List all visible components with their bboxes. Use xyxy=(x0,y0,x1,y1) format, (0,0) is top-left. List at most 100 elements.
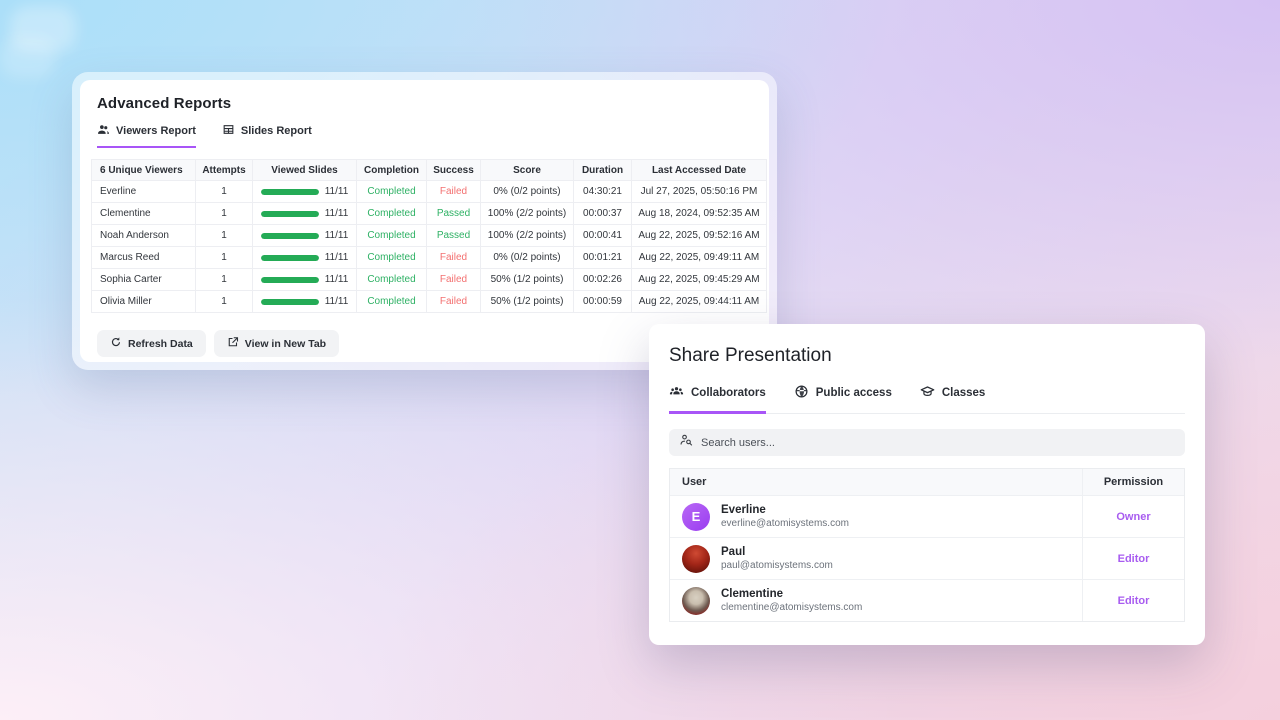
score: 50% (1/2 points) xyxy=(480,290,574,313)
background-highlight-blob xyxy=(10,6,76,52)
duration: 00:00:37 xyxy=(573,202,632,225)
attempts: 1 xyxy=(195,290,253,313)
slides-count: 11/11 xyxy=(324,186,349,197)
table-row: Everline 1 11/11 Completed Failed 0% (0/… xyxy=(91,180,767,203)
attempts: 1 xyxy=(195,246,253,269)
button-label: View in New Tab xyxy=(244,337,327,350)
viewer-name: Olivia Miller xyxy=(91,290,196,313)
progress-bar xyxy=(260,232,319,239)
tab-label: Slides Report xyxy=(240,125,312,137)
permission-dropdown[interactable]: Owner xyxy=(1116,510,1151,523)
slides-count: 11/11 xyxy=(324,230,349,241)
people-icon xyxy=(97,123,110,139)
user-email: everline@atomisystems.com xyxy=(721,518,849,529)
reports-actions: Refresh Data View in New Tab xyxy=(97,330,758,357)
refresh-icon xyxy=(110,336,122,351)
search-users-input[interactable] xyxy=(701,436,1175,449)
table-row: Clementine 1 11/11 Completed Passed 100%… xyxy=(91,202,767,225)
group-icon xyxy=(669,384,684,402)
col-score: Score xyxy=(480,159,574,181)
col-viewed-slides: Viewed Slides xyxy=(252,159,357,181)
avatar xyxy=(682,544,710,573)
col-completion: Completion xyxy=(356,159,427,181)
viewer-name: Noah Anderson xyxy=(91,224,196,247)
slides-count: 11/11 xyxy=(324,208,349,219)
tab-label: Classes xyxy=(941,387,986,399)
col-user: User xyxy=(682,476,707,488)
reports-tabs: Viewers Report Slides Report xyxy=(97,123,758,148)
globe-icon xyxy=(794,384,809,402)
slides-count: 11/11 xyxy=(324,296,349,307)
refresh-data-button[interactable]: Refresh Data xyxy=(97,330,206,357)
permission-dropdown[interactable]: Editor xyxy=(1117,594,1150,607)
progress-bar xyxy=(260,298,319,305)
progress-bar xyxy=(260,210,319,217)
advanced-reports-panel: Advanced Reports Viewers Report Slides R… xyxy=(72,72,777,370)
user-name: Clementine xyxy=(721,588,783,600)
last-accessed-date: Aug 22, 2025, 09:45:29 AM xyxy=(631,268,767,291)
tab-classes[interactable]: Classes xyxy=(920,384,985,414)
share-panel-title: Share Presentation xyxy=(669,345,832,366)
tab-collaborators[interactable]: Collaborators xyxy=(669,384,766,414)
advanced-reports-card: Advanced Reports Viewers Report Slides R… xyxy=(80,80,769,362)
button-label: Refresh Data xyxy=(128,337,193,350)
graduation-cap-icon xyxy=(920,384,935,402)
completion-status: Completed xyxy=(356,290,427,313)
success-status: Failed xyxy=(426,246,481,269)
last-accessed-date: Aug 22, 2025, 09:49:11 AM xyxy=(631,246,767,269)
reports-panel-title: Advanced Reports xyxy=(97,95,232,112)
col-permission: Permission xyxy=(1082,469,1184,495)
viewed-slides-cell: 11/11 xyxy=(252,202,357,225)
table-row: Marcus Reed 1 11/11 Completed Failed 0% … xyxy=(91,246,767,269)
completion-status: Completed xyxy=(356,246,427,269)
share-tabs: Collaborators Public access Classes xyxy=(669,384,1185,414)
viewed-slides-cell: 11/11 xyxy=(252,290,357,313)
view-in-new-tab-button[interactable]: View in New Tab xyxy=(213,330,340,357)
table-row: Sophia Carter 1 11/11 Completed Failed 5… xyxy=(91,268,767,291)
table-header-row: 6 Unique Viewers Attempts Viewed Slides … xyxy=(91,159,767,181)
table-icon xyxy=(222,123,235,139)
share-presentation-panel: Share Presentation Collaborators Public … xyxy=(649,324,1205,645)
score: 50% (1/2 points) xyxy=(480,268,574,291)
viewer-name: Sophia Carter xyxy=(91,268,196,291)
success-status: Failed xyxy=(426,268,481,291)
attempts: 1 xyxy=(195,202,253,225)
table-row: Olivia Miller 1 11/11 Completed Failed 5… xyxy=(91,290,767,313)
duration: 04:30:21 xyxy=(573,180,632,203)
user-row: Clementine clementine@atomisystems.com E… xyxy=(670,579,1184,621)
attempts: 1 xyxy=(195,224,253,247)
viewed-slides-cell: 11/11 xyxy=(252,268,357,291)
progress-bar xyxy=(260,254,319,261)
completion-status: Completed xyxy=(356,202,427,225)
completion-status: Completed xyxy=(356,180,427,203)
col-attempts: Attempts xyxy=(195,159,253,181)
col-last-accessed: Last Accessed Date xyxy=(631,159,767,181)
viewed-slides-cell: 11/11 xyxy=(252,246,357,269)
tab-slides-report[interactable]: Slides Report xyxy=(222,123,312,148)
slides-count: 11/11 xyxy=(324,252,349,263)
collaborators-header-row: User Permission xyxy=(670,469,1184,495)
permission-dropdown[interactable]: Editor xyxy=(1117,552,1150,565)
last-accessed-date: Jul 27, 2025, 05:50:16 PM xyxy=(631,180,767,203)
score: 100% (2/2 points) xyxy=(480,224,574,247)
tab-public-access[interactable]: Public access xyxy=(794,384,892,414)
col-success: Success xyxy=(426,159,481,181)
collaborators-table: User Permission E Everline everline@atom… xyxy=(669,468,1185,622)
tab-label: Public access xyxy=(815,387,892,399)
last-accessed-date: Aug 22, 2025, 09:44:11 AM xyxy=(631,290,767,313)
success-status: Failed xyxy=(426,290,481,313)
tab-viewers-report[interactable]: Viewers Report xyxy=(97,123,196,148)
viewer-name: Clementine xyxy=(91,202,196,225)
progress-bar xyxy=(260,188,319,195)
duration: 00:00:41 xyxy=(573,224,632,247)
user-search-icon xyxy=(679,433,693,452)
success-status: Passed xyxy=(426,224,481,247)
last-accessed-date: Aug 18, 2024, 09:52:35 AM xyxy=(631,202,767,225)
background-highlight-blob xyxy=(0,36,56,78)
user-row: E Everline everline@atomisystems.com Own… xyxy=(670,495,1184,537)
avatar: E xyxy=(682,502,710,531)
user-name: Everline xyxy=(721,504,766,516)
col-duration: Duration xyxy=(573,159,632,181)
last-accessed-date: Aug 22, 2025, 09:52:16 AM xyxy=(631,224,767,247)
completion-status: Completed xyxy=(356,224,427,247)
